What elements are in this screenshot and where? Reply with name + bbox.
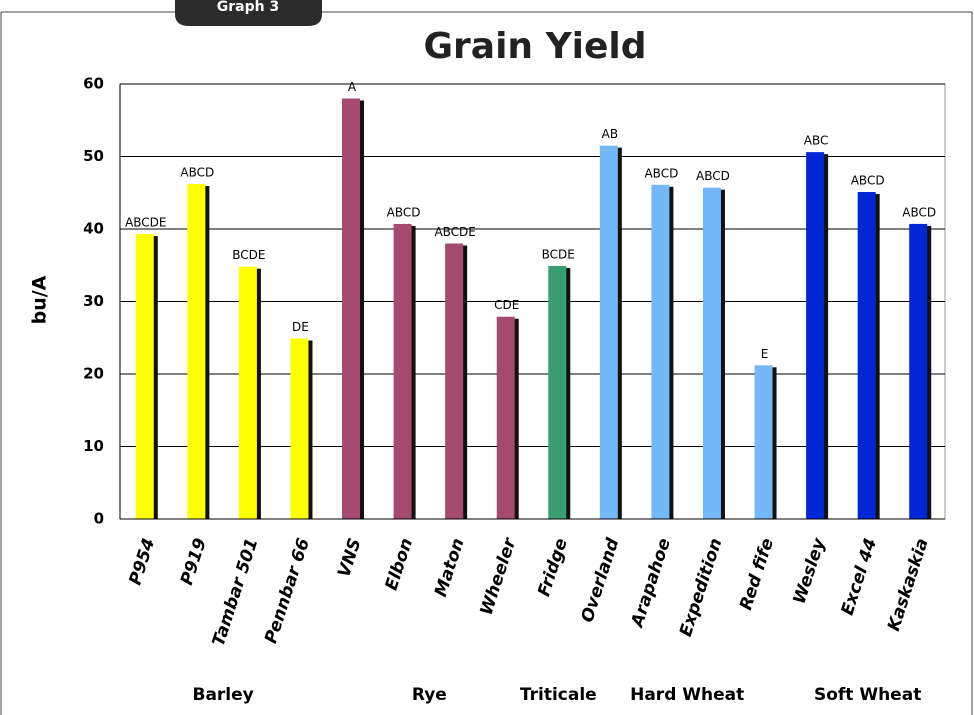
- y-tick-label: 60: [83, 75, 104, 93]
- bar-annotation: ABCD: [387, 205, 421, 219]
- bar-annotation: ABCD: [851, 174, 885, 188]
- group-label: Triticale: [520, 685, 597, 705]
- bar-annotation: BCDE: [232, 248, 265, 262]
- x-tick-label: Wesley: [790, 535, 830, 606]
- y-tick-label: 20: [83, 365, 104, 383]
- bar: [754, 365, 773, 519]
- x-tick-label: Red fife: [736, 536, 778, 613]
- x-tick-label: Pennbar 66: [261, 536, 314, 646]
- bar: [599, 145, 618, 519]
- x-tick-label: P919: [177, 536, 211, 588]
- bar-annotation: ABCD: [902, 205, 936, 219]
- bar-annotation: AB: [602, 127, 618, 141]
- bar: [702, 187, 721, 520]
- bar-annotation: ABCD: [644, 166, 678, 180]
- x-tick-label: VNS: [334, 536, 365, 580]
- x-tick-label: Maton: [431, 536, 469, 600]
- bar-annotation: ABCDE: [125, 216, 166, 230]
- bar: [909, 223, 928, 520]
- y-tick-label: 0: [94, 510, 104, 528]
- bar-annotation: CDE: [494, 298, 519, 312]
- bar: [548, 265, 567, 519]
- bar: [857, 192, 876, 519]
- bar: [238, 266, 257, 519]
- bar-annotation: A: [348, 80, 357, 94]
- tab: [175, 0, 322, 26]
- group-label: Barley: [192, 685, 253, 705]
- bar-annotation: DE: [292, 320, 309, 334]
- x-tick-label: Kaskaskia: [884, 536, 933, 634]
- bar-annotation: ABC: [804, 134, 829, 148]
- x-tick-label: Overland: [577, 535, 623, 625]
- x-tick-label: Fridge: [534, 536, 572, 599]
- bar: [187, 184, 206, 520]
- group-label: Rye: [412, 685, 447, 705]
- bar: [806, 152, 825, 519]
- bar: [290, 338, 309, 519]
- tab-label: Graph 3: [217, 0, 279, 15]
- y-axis-label: bu/A: [29, 275, 51, 324]
- bar-annotation: BCDE: [542, 247, 575, 261]
- chart-title: Grain Yield: [423, 26, 646, 67]
- bar: [342, 98, 361, 519]
- bar-annotation: ABCDE: [434, 225, 475, 239]
- x-tick-label: Elbon: [382, 536, 418, 593]
- x-tick-label: Expedition: [676, 536, 727, 639]
- x-tick-label: Wheeler: [477, 534, 521, 617]
- y-tick-label: 30: [83, 292, 104, 310]
- x-tick-label: P954: [125, 536, 159, 588]
- group-label: Soft Wheat: [814, 685, 921, 705]
- x-tick-label: Tambar 501: [209, 536, 263, 649]
- bar: [651, 184, 670, 519]
- x-tick-label: Arapahoe: [627, 536, 675, 632]
- y-tick-label: 40: [83, 220, 104, 238]
- bar-annotation: ABCD: [180, 166, 214, 180]
- bar-annotation: ABCD: [696, 169, 730, 183]
- bar: [496, 316, 515, 519]
- y-tick-label: 50: [83, 147, 104, 165]
- bar: [135, 234, 154, 519]
- x-tick-label: Excel 44: [838, 536, 882, 618]
- y-tick-label: 10: [83, 437, 104, 455]
- bar: [393, 223, 412, 520]
- bar: [445, 243, 464, 519]
- bar-annotation: E: [761, 347, 769, 361]
- group-label: Hard Wheat: [630, 685, 744, 705]
